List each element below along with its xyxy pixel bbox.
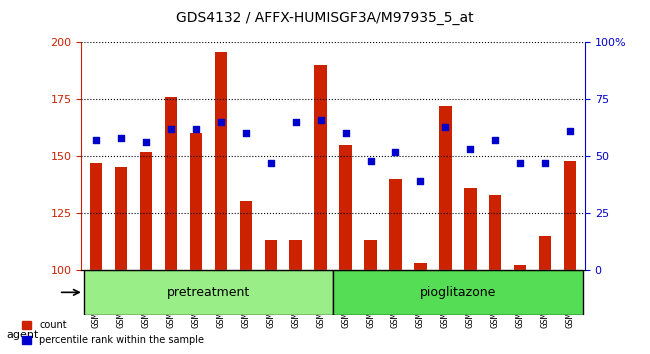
Bar (539, 235, 551, 270)
Bar (514, 265, 526, 270)
Bar (115, 167, 127, 270)
Point (440, 124, 450, 129)
Legend: count, percentile rank within the sample: count, percentile rank within the sample (18, 316, 208, 349)
Bar (315, 65, 327, 270)
Point (91, 137, 101, 143)
Bar (140, 152, 152, 270)
Bar (240, 201, 252, 270)
Point (465, 147, 476, 152)
Point (240, 131, 251, 136)
Point (141, 139, 151, 145)
Point (216, 119, 226, 125)
Bar (364, 240, 377, 270)
Bar (339, 145, 352, 270)
Bar (464, 188, 476, 270)
Text: GDS4132 / AFFX-HUMISGF3A/M97935_5_at: GDS4132 / AFFX-HUMISGF3A/M97935_5_at (176, 11, 474, 25)
Point (341, 131, 351, 136)
Bar (414, 263, 426, 270)
Bar (214, 52, 227, 270)
Bar (265, 240, 277, 270)
Bar (489, 195, 501, 270)
Bar (84, 270, 333, 315)
Bar (90, 163, 103, 270)
Text: pioglitazone: pioglitazone (420, 286, 496, 299)
Bar (289, 240, 302, 270)
Bar (564, 161, 577, 270)
Text: agent: agent (6, 330, 39, 339)
Point (315, 117, 326, 122)
Bar (439, 106, 452, 270)
Point (116, 135, 126, 141)
Point (365, 158, 376, 164)
Point (565, 128, 575, 134)
Point (166, 126, 176, 132)
Bar (190, 133, 202, 270)
Bar (165, 97, 177, 270)
Bar (333, 270, 582, 315)
Text: pretreatment: pretreatment (167, 286, 250, 299)
Point (291, 119, 301, 125)
Point (415, 178, 426, 184)
Point (266, 160, 276, 166)
Point (540, 160, 551, 166)
Point (190, 126, 201, 132)
Bar (389, 179, 402, 270)
Point (515, 160, 525, 166)
Point (490, 137, 501, 143)
Point (390, 149, 400, 154)
